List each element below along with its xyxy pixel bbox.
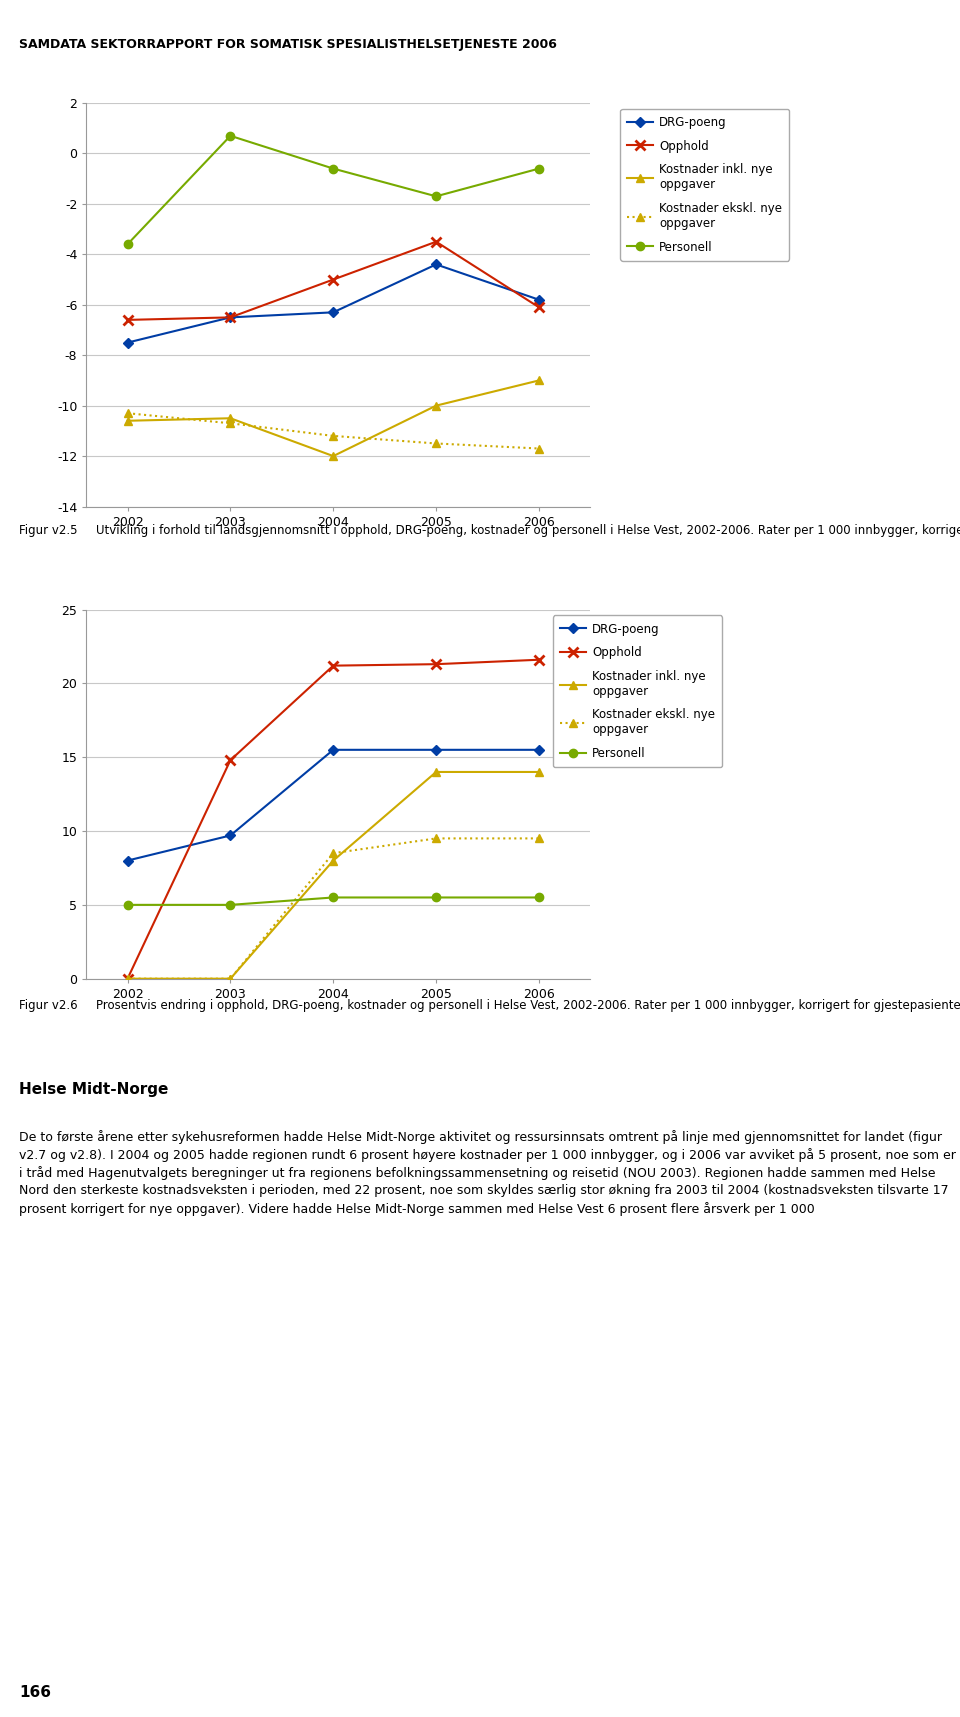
Legend: DRG-poeng, Opphold, Kostnader inkl. nye
oppgaver, Kostnader ekskl. nye
oppgaver,: DRG-poeng, Opphold, Kostnader inkl. nye … bbox=[620, 108, 789, 261]
Text: 166: 166 bbox=[19, 1684, 51, 1700]
Text: Utvikling i forhold til landsgjennomsnitt i opphold, DRG-poeng, kostnader og per: Utvikling i forhold til landsgjennomsnit… bbox=[96, 524, 960, 537]
Legend: DRG-poeng, Opphold, Kostnader inkl. nye
oppgaver, Kostnader ekskl. nye
oppgaver,: DRG-poeng, Opphold, Kostnader inkl. nye … bbox=[553, 615, 722, 767]
Text: Prosentvis endring i opphold, DRG-poeng, kostnader og personell i Helse Vest, 20: Prosentvis endring i opphold, DRG-poeng,… bbox=[96, 999, 960, 1013]
Text: Helse Midt-Norge: Helse Midt-Norge bbox=[19, 1082, 169, 1097]
Text: Figur v2.6: Figur v2.6 bbox=[19, 999, 78, 1013]
Text: Figur v2.5: Figur v2.5 bbox=[19, 524, 78, 537]
Text: De to første årene etter sykehusreformen hadde Helse Midt-Norge aktivitet og res: De to første årene etter sykehusreformen… bbox=[19, 1130, 956, 1216]
Text: SAMDATA SEKTORRAPPORT FOR SOMATISK SPESIALISTHELSETJENESTE 2006: SAMDATA SEKTORRAPPORT FOR SOMATISK SPESI… bbox=[19, 38, 557, 52]
